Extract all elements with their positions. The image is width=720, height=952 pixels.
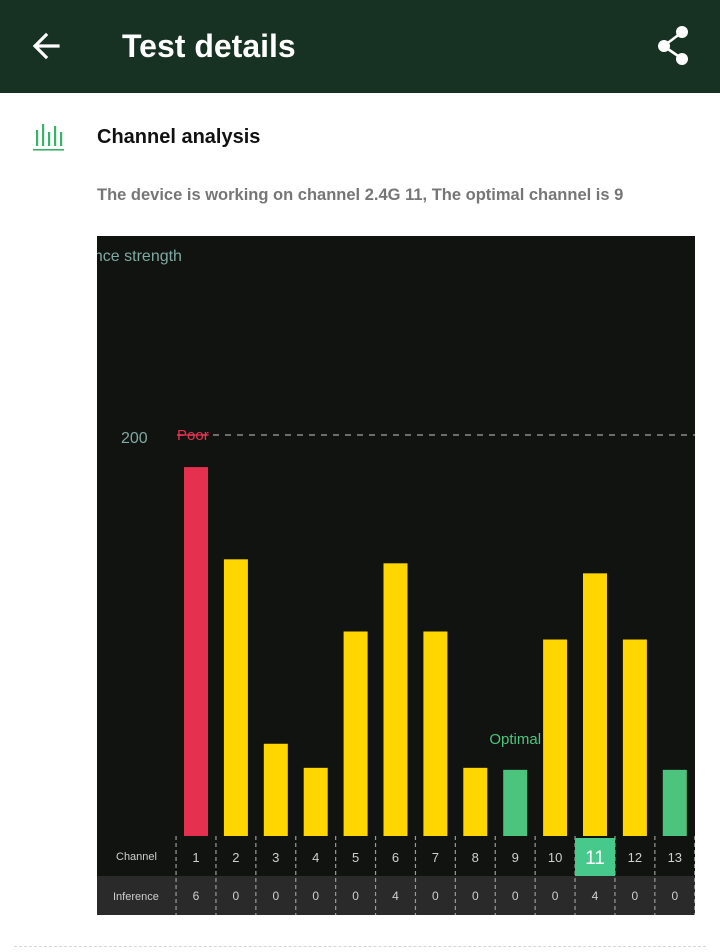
y-axis-label: ence strength [97, 248, 182, 265]
inference-count-label: 4 [392, 889, 399, 903]
channel-tick-label: 11 [585, 848, 605, 869]
inference-row-bg [97, 876, 695, 915]
bar-channel-4 [303, 767, 328, 836]
bar-channel-3 [263, 743, 288, 836]
bar-channel-11 [583, 573, 607, 836]
bar-channel-6 [383, 563, 408, 836]
channel-tick-label: 10 [548, 850, 562, 865]
inference-row-label: Inference [113, 891, 159, 903]
app-bar: Test details [0, 0, 720, 93]
bar-chart-icon [30, 120, 68, 154]
bar-channel-1 [184, 467, 208, 836]
page-title: Test details [122, 28, 296, 64]
inference-count-label: 0 [552, 889, 559, 903]
bar-channel-9 [503, 769, 528, 836]
inference-count-label: 4 [592, 889, 599, 903]
bar-channel-13 [662, 769, 687, 836]
bar-channel-7 [423, 631, 448, 836]
threshold-tick-label: 200 [121, 430, 148, 447]
chart-canvas: ence strength200PoorOptimalChannelInfere… [97, 248, 695, 915]
channel-interference-chart: ence strength200PoorOptimalChannelInfere… [97, 236, 695, 915]
inference-count-label: 6 [193, 889, 200, 903]
inference-count-label: 0 [671, 889, 678, 903]
channel-tick-label: 6 [392, 850, 399, 865]
arrow-left-icon [32, 32, 60, 60]
inference-count-label: 0 [272, 889, 279, 903]
back-button[interactable] [22, 24, 74, 68]
bar-channel-2 [223, 559, 248, 836]
channel-tick-label: 8 [472, 850, 479, 865]
channel-tick-label: 5 [352, 850, 359, 865]
share-icon [658, 26, 688, 65]
inference-count-label: 0 [472, 889, 479, 903]
optimal-label: Optimal [489, 731, 541, 748]
inference-count-label: 0 [233, 889, 240, 903]
channel-row-label: Channel [116, 851, 157, 863]
section-title: Channel analysis [97, 126, 261, 148]
bar-channel-8 [463, 767, 488, 836]
inference-count-label: 0 [432, 889, 439, 903]
channel-tick-label: 13 [668, 850, 682, 865]
inference-count-label: 0 [512, 889, 519, 903]
channel-tick-label: 2 [232, 850, 239, 865]
channel-tick-label: 3 [272, 850, 279, 865]
channel-tick-label: 4 [312, 850, 319, 865]
current-channel-highlight [575, 838, 615, 876]
bottom-divider [14, 946, 706, 947]
channel-tick-label: 1 [192, 850, 199, 865]
bar-channel-12 [622, 639, 647, 836]
channel-tick-label: 12 [628, 850, 642, 865]
inference-count-label: 0 [352, 889, 359, 903]
bar-channel-10 [543, 639, 568, 836]
channel-tick-label: 7 [432, 850, 439, 865]
bar-channel-5 [343, 631, 368, 836]
channel-tick-label: 9 [512, 850, 519, 865]
inference-count-label: 0 [632, 889, 639, 903]
share-button[interactable] [648, 20, 700, 72]
channel-summary-text: The device is working on channel 2.4G 11… [97, 186, 624, 204]
inference-count-label: 0 [312, 889, 319, 903]
